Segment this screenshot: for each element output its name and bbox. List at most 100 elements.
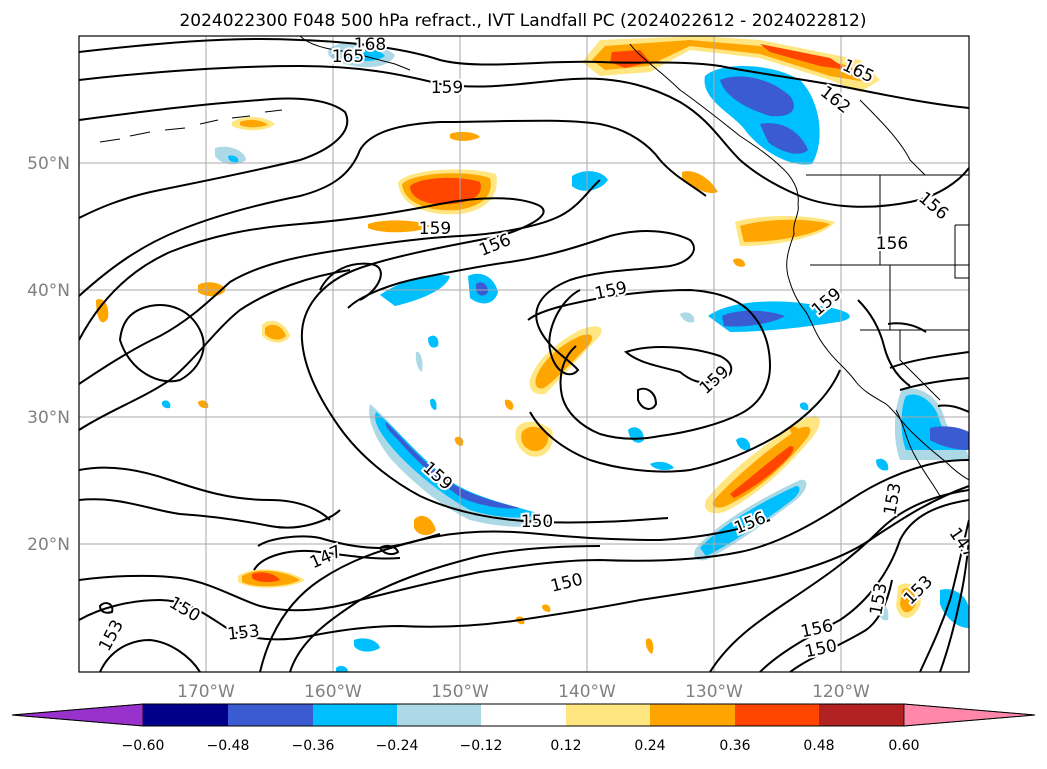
contour-line [937,404,969,413]
colorbar-tick-label: −0.12 [460,738,503,754]
contour-line [347,230,695,376]
contour-line [889,351,969,369]
shade-patch [930,426,969,450]
colorbar-tick-label: 0.12 [550,738,581,754]
colorbar-outline [11,703,1036,727]
colorbar-tick-label: −0.24 [376,738,419,754]
shade-patch [799,402,809,411]
lon-label: 130°W [685,682,743,702]
contour-line [709,489,969,672]
colorbar-bin [481,704,566,726]
shade-patch [878,603,889,621]
lon-label: 160°W [304,682,362,702]
contour-line [79,459,969,612]
contour-line [624,346,733,384]
contour-line [79,64,969,208]
colorbar-bin [397,704,481,726]
shade-patch [521,426,549,452]
contour-label: 150 [521,512,553,532]
shade-patch [430,398,437,410]
colorbar-tick-label: 0.60 [888,738,919,754]
map-background [79,36,969,672]
shade-patch [354,638,380,652]
contour-line [257,533,441,550]
contour-label: 153 [226,621,260,644]
contour-line [857,299,911,387]
border-state [810,175,969,331]
shade-patch [252,572,280,583]
shade-patch [385,422,520,509]
contour-line [378,544,400,556]
colorbar-tick-label: −0.48 [207,738,250,754]
shade-patch [760,123,808,154]
lat-label: 20°N [27,535,70,555]
colorbar-tick-label: 0.24 [634,738,665,754]
colorbar-bin [650,704,735,726]
shade-patch [228,155,239,163]
contour-line [259,519,771,672]
contour-line [79,97,349,219]
shade-patch [592,40,866,82]
shade-patch [680,312,695,323]
coastline-bc [786,203,969,481]
shade-patch [650,461,674,471]
shade-patch [730,446,794,498]
colorbar-bin [566,704,650,726]
colorbar-tick-label: −0.36 [292,738,335,754]
shade-patch [476,282,488,296]
contour-label: 156 [876,234,908,254]
coastlines [99,36,969,497]
contour-line [637,387,658,410]
shade-patch [720,76,794,117]
lat-label: 30°N [27,408,70,428]
shade-patch [901,394,969,450]
shade-patch [96,298,109,323]
shade-patch [161,400,171,409]
graticule [79,36,969,672]
latitude-labels: 50°N 40°N 30°N 20°N [27,154,70,555]
contour-line [527,288,772,440]
contour-line [99,638,201,672]
shade-patch [736,437,751,451]
shade-patch [336,665,348,672]
contour-line [79,119,707,297]
lon-label: 170°W [177,682,235,702]
colorbar-tick-label: 0.48 [803,738,834,754]
colorbar-tick-label: 0.36 [719,738,750,754]
colorbar-bin [143,704,228,726]
shade-patch [645,638,654,654]
contour-label: 168 [354,35,386,55]
colorbar-extend-low [11,703,144,727]
colorbar-tick-label: −0.60 [122,738,165,754]
lat-label: 50°N [27,154,70,174]
colorbar-extend-high [903,703,1036,727]
shade-patch [450,131,480,141]
contour-line [79,485,969,641]
figure-title: 2024022300 F048 500 hPa refract., IVT La… [179,11,866,31]
contour-line [253,550,401,571]
contour-line [79,466,331,521]
contour-line [319,262,382,301]
coastline-baja [895,409,941,497]
shade-patch [375,412,540,518]
shade-patch [454,436,464,446]
colorbar-bin [735,704,819,726]
contour-label: 165 [332,47,364,67]
border-canada-prov [859,99,926,176]
lon-label: 150°W [431,682,489,702]
contour-line [79,498,341,529]
shade-patch [368,220,430,233]
coastline-panhandle [629,43,799,205]
shade-patch [876,458,889,471]
contour-line [939,539,969,672]
shade-patch [572,171,608,191]
contour-label: 159 [419,219,451,239]
colorbar: −0.60 −0.48 −0.36 −0.24 −0.12 0.12 0.24 … [11,703,1036,754]
shade-patch [722,310,785,327]
contour-line [79,37,969,109]
shade-patch [428,335,439,348]
lat-label: 40°N [27,281,70,301]
lake [954,224,969,279]
